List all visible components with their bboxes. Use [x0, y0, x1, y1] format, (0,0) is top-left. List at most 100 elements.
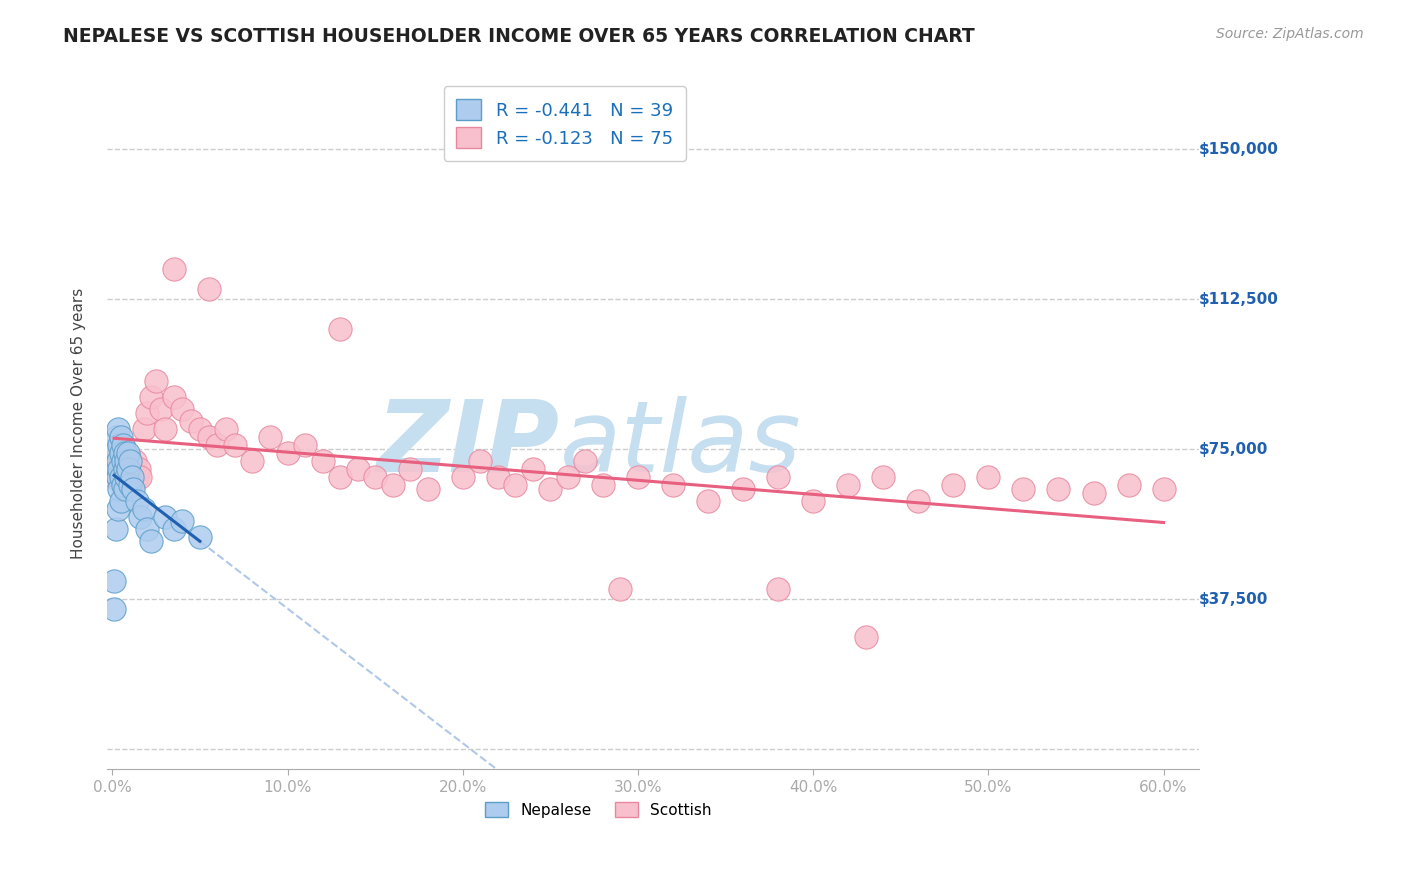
- Point: [197, 282, 219, 296]
- Point: [122, 483, 145, 497]
- Point: [399, 462, 422, 476]
- Point: [215, 422, 238, 436]
- Point: [128, 462, 150, 476]
- Point: [111, 454, 134, 468]
- Point: [111, 438, 134, 452]
- Point: [115, 470, 138, 484]
- Point: [907, 494, 929, 508]
- Point: [277, 446, 299, 460]
- Text: ZIP: ZIP: [377, 396, 560, 492]
- Point: [662, 478, 685, 492]
- Point: [110, 446, 132, 460]
- Point: [872, 470, 894, 484]
- Point: [104, 522, 127, 536]
- Y-axis label: Householder Income Over 65 years: Householder Income Over 65 years: [72, 288, 86, 559]
- Point: [505, 478, 527, 492]
- Point: [110, 438, 132, 452]
- Point: [114, 446, 136, 460]
- Point: [110, 470, 132, 484]
- Point: [118, 454, 141, 468]
- Point: [224, 438, 246, 452]
- Text: $37,500: $37,500: [1199, 591, 1268, 607]
- Point: [329, 470, 352, 484]
- Point: [451, 470, 474, 484]
- Point: [329, 322, 352, 336]
- Point: [153, 510, 176, 524]
- Point: [188, 530, 211, 544]
- Point: [139, 390, 162, 404]
- Point: [107, 502, 129, 516]
- Point: [125, 494, 148, 508]
- Point: [107, 454, 129, 468]
- Point: [1118, 478, 1140, 492]
- Point: [346, 462, 368, 476]
- Point: [1047, 483, 1070, 497]
- Point: [609, 582, 631, 597]
- Point: [1012, 483, 1035, 497]
- Point: [522, 462, 544, 476]
- Point: [574, 454, 596, 468]
- Point: [103, 602, 125, 616]
- Point: [259, 430, 281, 444]
- Point: [311, 454, 333, 468]
- Point: [557, 470, 579, 484]
- Point: [1153, 483, 1175, 497]
- Point: [111, 438, 134, 452]
- Point: [111, 478, 134, 492]
- Point: [538, 483, 561, 497]
- Point: [172, 402, 194, 417]
- Point: [104, 462, 127, 476]
- Point: [207, 438, 229, 452]
- Text: atlas: atlas: [560, 396, 801, 492]
- Point: [121, 470, 143, 484]
- Point: [108, 462, 131, 476]
- Point: [163, 262, 186, 277]
- Point: [977, 470, 1000, 484]
- Point: [627, 470, 650, 484]
- Point: [163, 522, 186, 536]
- Point: [104, 442, 127, 457]
- Point: [107, 450, 129, 465]
- Point: [766, 470, 789, 484]
- Point: [111, 462, 134, 476]
- Point: [139, 534, 162, 549]
- Point: [122, 462, 145, 476]
- Point: [1083, 486, 1105, 500]
- Text: Source: ZipAtlas.com: Source: ZipAtlas.com: [1216, 27, 1364, 41]
- Point: [697, 494, 720, 508]
- Point: [103, 574, 125, 589]
- Point: [108, 483, 131, 497]
- Point: [132, 422, 155, 436]
- Point: [107, 422, 129, 436]
- Point: [118, 478, 141, 492]
- Point: [180, 414, 202, 428]
- Point: [121, 470, 143, 484]
- Text: $112,500: $112,500: [1199, 292, 1278, 307]
- Point: [766, 582, 789, 597]
- Point: [197, 430, 219, 444]
- Point: [114, 462, 136, 476]
- Point: [114, 483, 136, 497]
- Point: [115, 454, 138, 468]
- Point: [114, 454, 136, 468]
- Point: [294, 438, 316, 452]
- Point: [129, 470, 152, 484]
- Point: [107, 470, 129, 484]
- Point: [129, 510, 152, 524]
- Point: [108, 438, 131, 452]
- Point: [145, 375, 167, 389]
- Point: [110, 430, 132, 444]
- Point: [153, 422, 176, 436]
- Point: [108, 462, 131, 476]
- Point: [104, 430, 127, 444]
- Point: [110, 454, 132, 468]
- Legend: Nepalese, Scottish: Nepalese, Scottish: [479, 796, 717, 824]
- Point: [242, 454, 264, 468]
- Point: [733, 483, 755, 497]
- Point: [172, 514, 194, 528]
- Text: $75,000: $75,000: [1199, 442, 1268, 457]
- Point: [117, 446, 139, 460]
- Point: [107, 470, 129, 484]
- Point: [942, 478, 965, 492]
- Point: [470, 454, 492, 468]
